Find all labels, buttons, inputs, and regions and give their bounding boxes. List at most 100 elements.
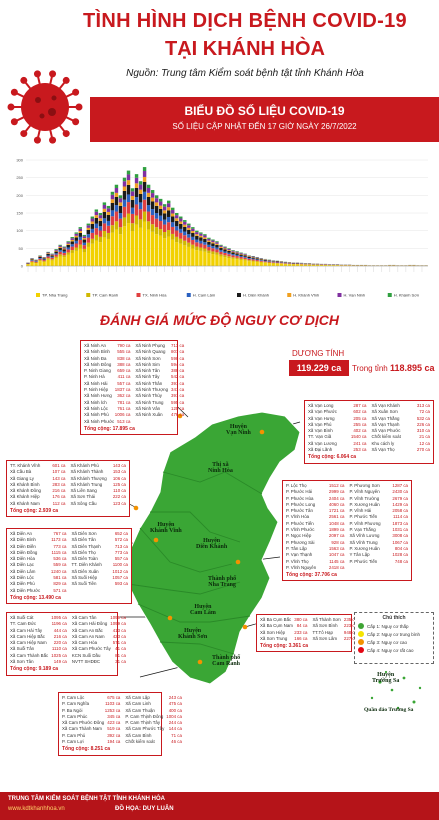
- chart-bar-segment: [118, 195, 123, 199]
- chart-bar-segment: [162, 238, 167, 266]
- callout-row: Xã Cam Thành Nam 519 ca: [62, 726, 120, 732]
- commune-name: Xã Cam An Nam: [71, 633, 105, 639]
- callout-row: Xã Sơn Hiệp 233 ca: [260, 630, 307, 636]
- chart-bar-segment: [50, 254, 54, 255]
- chart-bar-segment: [102, 202, 107, 205]
- chart-bar-segment: [114, 221, 119, 230]
- y-tick-label: 100: [16, 228, 23, 233]
- chart-bar-segment: [231, 258, 235, 266]
- chart-bar-segment: [263, 261, 267, 263]
- chart-bar-segment: [46, 253, 50, 256]
- chart-bar-segment: [223, 252, 227, 256]
- chart-bar-segment: [110, 225, 115, 233]
- chart-bar-segment: [207, 253, 211, 266]
- callout-row: Xã Liên Sang 110 ca: [71, 488, 127, 494]
- chart-bar-segment: [66, 242, 70, 244]
- chart-bar-segment: [162, 210, 167, 214]
- chart-bar-segment: [251, 257, 255, 259]
- chart-bar-segment: [247, 260, 251, 262]
- chart-bar-segment: [231, 250, 235, 252]
- chart-bar-segment: [199, 233, 203, 236]
- chart-bar-segment: [315, 264, 320, 266]
- chart-bar-segment: [110, 199, 115, 203]
- callout-row: Xã Cam Hiệp Nam 220 ca: [10, 640, 67, 646]
- callout-row: Xã Cầu Bà 107 ca: [10, 469, 66, 475]
- footer-website[interactable]: www.kdtkhanhhoa.vn: [8, 806, 65, 812]
- callout-total: Tổng cộng: 9.189 ca: [10, 666, 59, 673]
- callout-row: Xã Cam Thành Bắc 1025 ca: [10, 653, 67, 659]
- chart-bar-segment: [90, 221, 95, 224]
- commune-cases: 948 ca: [343, 629, 358, 635]
- chart-bar-segment: [110, 194, 115, 200]
- chart-bar-segment: [219, 251, 223, 255]
- callout-row: Xã Diên Lạc 559 ca: [10, 562, 67, 568]
- chart-bar-segment: [98, 242, 103, 266]
- chart-bar-segment: [154, 218, 159, 228]
- chart-bar-segment: [275, 262, 279, 264]
- commune-cases: 194 ca: [107, 739, 121, 745]
- chart-bar-segment: [171, 210, 175, 214]
- callout-row: Xã Khánh Đông 216 ca: [10, 488, 66, 494]
- chart-bar-segment: [215, 242, 219, 244]
- commune-name: Xã Ninh Tân: [135, 368, 160, 374]
- commune-cases: 1047 ca: [328, 552, 345, 558]
- chart-bar-segment: [167, 230, 171, 237]
- chart-bar-segment: [114, 184, 119, 188]
- chart-bar-segment: [243, 259, 247, 261]
- commune-name: Xã Cam Hòa: [71, 640, 98, 646]
- chart-bar-segment: [138, 189, 143, 194]
- commune-cases: 4060 ca: [328, 501, 345, 507]
- callout-row: P. Ninh Hà 411 ca: [84, 374, 130, 380]
- commune-name: Xã Sơn Trung: [260, 635, 288, 641]
- commune-cases: 652 ca: [114, 531, 128, 536]
- chart-bar-segment: [235, 252, 239, 254]
- chart-bar-segment: [82, 252, 86, 266]
- commune-cases: 388 ca: [117, 361, 131, 367]
- callout-row: Xã Giang Ly 143 ca: [10, 476, 66, 482]
- commune-name: P. Vĩnh Hòa: [286, 514, 310, 520]
- chart-bar-segment: [130, 196, 135, 200]
- commune-cases: 557 ca: [114, 556, 128, 562]
- chart-bar-segment: [255, 257, 259, 259]
- chart-bar-segment: [98, 230, 103, 237]
- chart-bar-segment: [231, 251, 235, 253]
- callout-row: Xã Khánh Nam 112 ca: [10, 501, 66, 507]
- chart-bar-segment: [70, 252, 74, 266]
- chart-bar-segment: [86, 237, 91, 243]
- legend-items: Cấp 1: Nguy cơ thấp Cấp 2: Nguy cơ trung …: [358, 623, 430, 653]
- commune-cases: 476 ca: [171, 412, 185, 418]
- chart-bar-segment: [235, 256, 239, 258]
- chart-bar-segment: [195, 239, 199, 243]
- commune-name: Y Tân Lập: [349, 552, 370, 558]
- commune-cases: 222 ca: [112, 494, 126, 500]
- commune-name: Xã Cam Phước Tây: [125, 726, 165, 732]
- chart-bar-segment: [223, 257, 227, 266]
- chart-bar-segment: [82, 236, 86, 239]
- chart-bar-segment: [259, 260, 263, 261]
- callout-row: Xã Vạn Thọ 270 ca: [372, 447, 431, 453]
- chart-bar-segment: [82, 245, 86, 249]
- commune-cases: 1012 ca: [112, 568, 128, 574]
- commune-name: P. Vĩnh Phương: [349, 520, 381, 526]
- legend-item: Cấp 3: Nguy cơ cao: [358, 639, 430, 645]
- commune-name: P. Vĩnh Nguyên: [286, 564, 317, 570]
- chart-bar-segment: [78, 228, 82, 232]
- commune-cases: 1028 ca: [392, 552, 408, 558]
- chart-bar-segment: [146, 221, 151, 230]
- commune-name: Xã Ninh Vân: [135, 405, 161, 411]
- commune-name: P. Vĩnh Nguyên: [349, 489, 380, 495]
- chart-bar-segment: [243, 256, 247, 258]
- callout-row: Xã Ninh An 790 ca: [84, 343, 130, 349]
- chart-bar-segment: [46, 252, 50, 254]
- callout-row: Xã Vạn Hưng 205 ca: [308, 416, 367, 422]
- chart-bar-segment: [247, 256, 251, 259]
- commune-cases: 1540 ca: [350, 434, 367, 440]
- chart-bar-segment: [203, 235, 207, 238]
- commune-name: Xã Vạn Phước: [308, 409, 338, 415]
- chart-bar-segment: [215, 254, 219, 266]
- commune-cases: 235 ca: [343, 617, 358, 622]
- callout-row: Xã Ninh Vân 125 ca: [135, 406, 184, 412]
- callout-row: P. Cam Thịnh Tây 244 ca: [125, 720, 182, 726]
- chart-bar-segment: [38, 255, 42, 257]
- legend-dot-icon: [358, 639, 364, 645]
